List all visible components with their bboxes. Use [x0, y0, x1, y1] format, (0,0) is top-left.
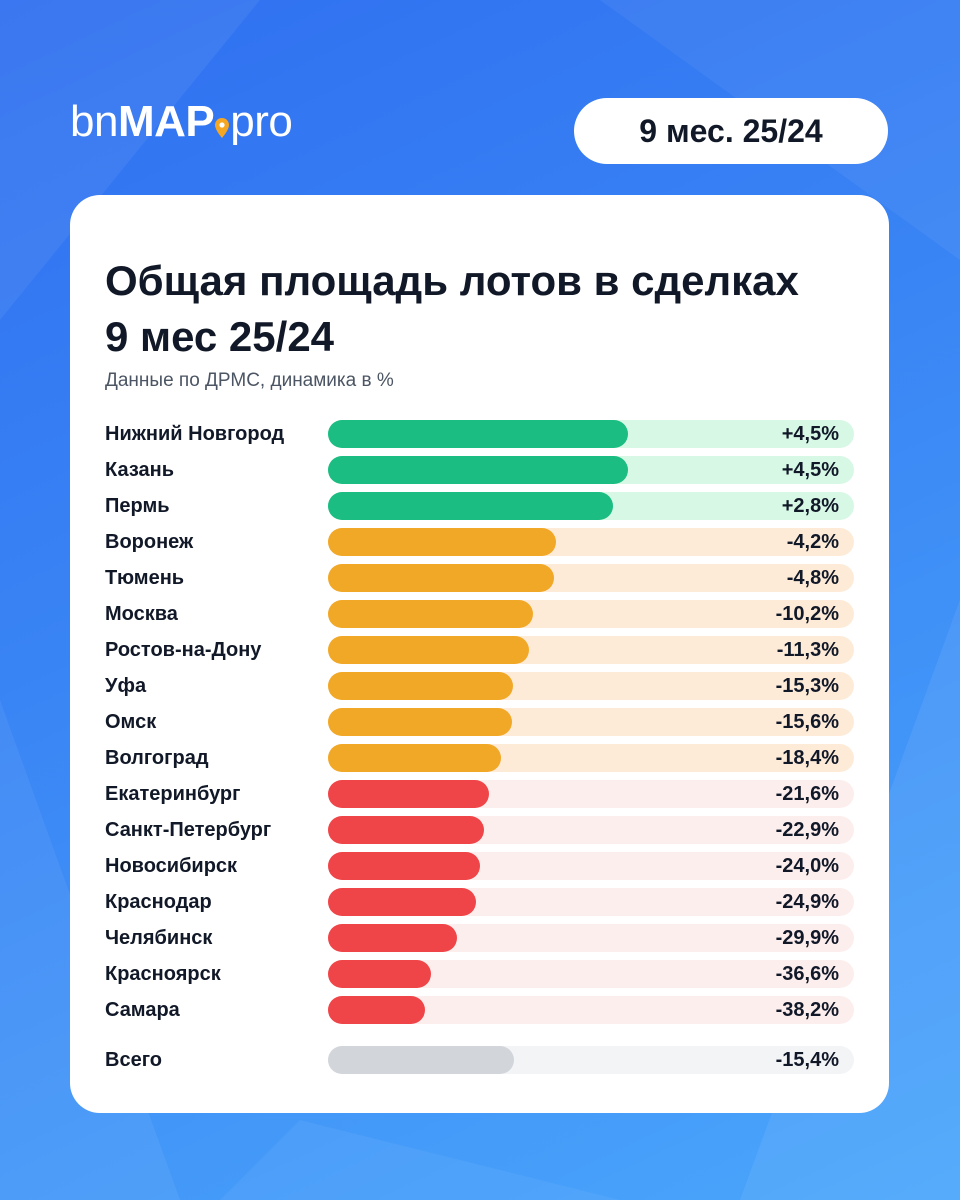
- bar: [328, 492, 613, 520]
- bar-track: -29,9%: [328, 924, 854, 952]
- bar-track: +2,8%: [328, 492, 854, 520]
- bar-category-label: Пермь: [105, 495, 170, 517]
- bar-category-label: Екатеринбург: [105, 783, 241, 805]
- bar-track: -22,9%: [328, 816, 854, 844]
- bar-row: Пермь +2,8%: [105, 492, 854, 520]
- bar-track: -21,6%: [328, 780, 854, 808]
- bar-category-label: Воронеж: [105, 531, 194, 553]
- bar-row: Нижний Новгород +4,5%: [105, 420, 854, 448]
- brand-prefix: bn: [70, 97, 118, 146]
- bar-track: -24,9%: [328, 888, 854, 916]
- bar-value-label: +4,5%: [781, 459, 839, 481]
- bar-value-label: +2,8%: [781, 495, 839, 517]
- bar: [328, 888, 476, 916]
- bar-value-label: -38,2%: [775, 999, 839, 1021]
- chart-card: Общая площадь лотов в сделках 9 мес 25/2…: [70, 195, 889, 1113]
- bar-track: -18,4%: [328, 744, 854, 772]
- bar-row: Самара -38,2%: [105, 996, 854, 1024]
- bar-value-label: -10,2%: [775, 603, 839, 625]
- bar: [328, 816, 484, 844]
- bar: [328, 420, 628, 448]
- bar-value-label: -18,4%: [775, 747, 839, 769]
- bar-category-label: Волгоград: [105, 747, 209, 769]
- bar-row: Москва -10,2%: [105, 600, 854, 628]
- bar-track: -4,8%: [328, 564, 854, 592]
- bar-category-label: Казань: [105, 459, 174, 481]
- bar-row: Тюмень -4,8%: [105, 564, 854, 592]
- bar-row: Казань +4,5%: [105, 456, 854, 484]
- bar: [328, 600, 533, 628]
- bar-track: -10,2%: [328, 600, 854, 628]
- bar-row: Челябинск -29,9%: [105, 924, 854, 952]
- bar-value-label: -22,9%: [775, 819, 839, 841]
- chart-subtitle: Данные по ДРМС, динамика в %: [105, 370, 394, 391]
- bar-value-label: -15,6%: [775, 711, 839, 733]
- bar: [328, 852, 480, 880]
- bar-track: -11,3%: [328, 636, 854, 664]
- bar-value-label: -4,8%: [786, 567, 839, 589]
- brand-logo: bnMAP pro: [70, 92, 293, 152]
- bar-value-label: -21,6%: [775, 783, 839, 805]
- bar-category-label: Москва: [105, 603, 178, 625]
- bar-row: Ростов-на-Дону -11,3%: [105, 636, 854, 664]
- bar: [328, 564, 554, 592]
- brand-suffix: pro: [230, 97, 293, 146]
- bar-track: -4,2%: [328, 528, 854, 556]
- bar-category-label: Челябинск: [105, 927, 213, 949]
- bar-category-label: Тюмень: [105, 567, 185, 589]
- bar-row: Уфа -15,3%: [105, 672, 854, 700]
- bar-track: -15,6%: [328, 708, 854, 736]
- bar-row: Красноярск -36,6%: [105, 960, 854, 988]
- bar-track: +4,5%: [328, 420, 854, 448]
- bar-row: Екатеринбург -21,6%: [105, 780, 854, 808]
- bar: [328, 636, 529, 664]
- bar-category-label: Красноярск: [105, 963, 221, 985]
- bar: [328, 924, 457, 952]
- bar: [328, 708, 512, 736]
- bar-value-label: -15,4%: [775, 1049, 839, 1071]
- bar-value-label: -15,3%: [775, 675, 839, 697]
- bar-category-label: Ростов-на-Дону: [105, 639, 262, 661]
- bar-category-label: Нижний Новгород: [105, 423, 285, 445]
- bar: [328, 456, 628, 484]
- bar-value-label: -36,6%: [775, 963, 839, 985]
- chart-title: Общая площадь лотов в сделках 9 мес 25/2…: [105, 257, 799, 360]
- bar-value-label: +4,5%: [781, 423, 839, 445]
- bar: [328, 1046, 514, 1074]
- bar-row: Волгоград -18,4%: [105, 744, 854, 772]
- bar-category-label: Новосибирск: [105, 855, 238, 877]
- bar-track: -36,6%: [328, 960, 854, 988]
- period-badge: 9 мес. 25/24: [574, 98, 888, 164]
- bar: [328, 672, 513, 700]
- bar-value-label: -24,0%: [775, 855, 839, 877]
- bar: [328, 528, 556, 556]
- bar-value-label: -11,3%: [776, 639, 839, 661]
- bar-value-label: -29,9%: [775, 927, 839, 949]
- bar: [328, 744, 501, 772]
- total-row: Всего -15,4%: [105, 1046, 854, 1074]
- bar-category-label: Всего: [105, 1049, 162, 1071]
- bar-category-label: Уфа: [105, 675, 147, 697]
- bar-track: -24,0%: [328, 852, 854, 880]
- bar: [328, 960, 431, 988]
- brand-main: MAP: [117, 97, 215, 146]
- bar-track: +4,5%: [328, 456, 854, 484]
- map-pin-icon: [215, 118, 230, 138]
- bar-category-label: Самара: [105, 999, 180, 1021]
- bar-category-label: Санкт-Петербург: [105, 819, 272, 841]
- bar-row: Краснодар -24,9%: [105, 888, 854, 916]
- bar-value-label: -24,9%: [775, 891, 839, 913]
- bar: [328, 780, 489, 808]
- bar: [328, 996, 425, 1024]
- bar-category-label: Краснодар: [105, 891, 212, 913]
- bar-row: Новосибирск -24,0%: [105, 852, 854, 880]
- bar-row: Санкт-Петербург -22,9%: [105, 816, 854, 844]
- bar-track: -15,4%: [328, 1046, 854, 1074]
- bar-row: Воронеж -4,2%: [105, 528, 854, 556]
- bar-row: Омск -15,6%: [105, 708, 854, 736]
- bar-track: -15,3%: [328, 672, 854, 700]
- bar-category-label: Омск: [105, 711, 157, 733]
- bar-track: -38,2%: [328, 996, 854, 1024]
- bar-value-label: -4,2%: [786, 531, 839, 553]
